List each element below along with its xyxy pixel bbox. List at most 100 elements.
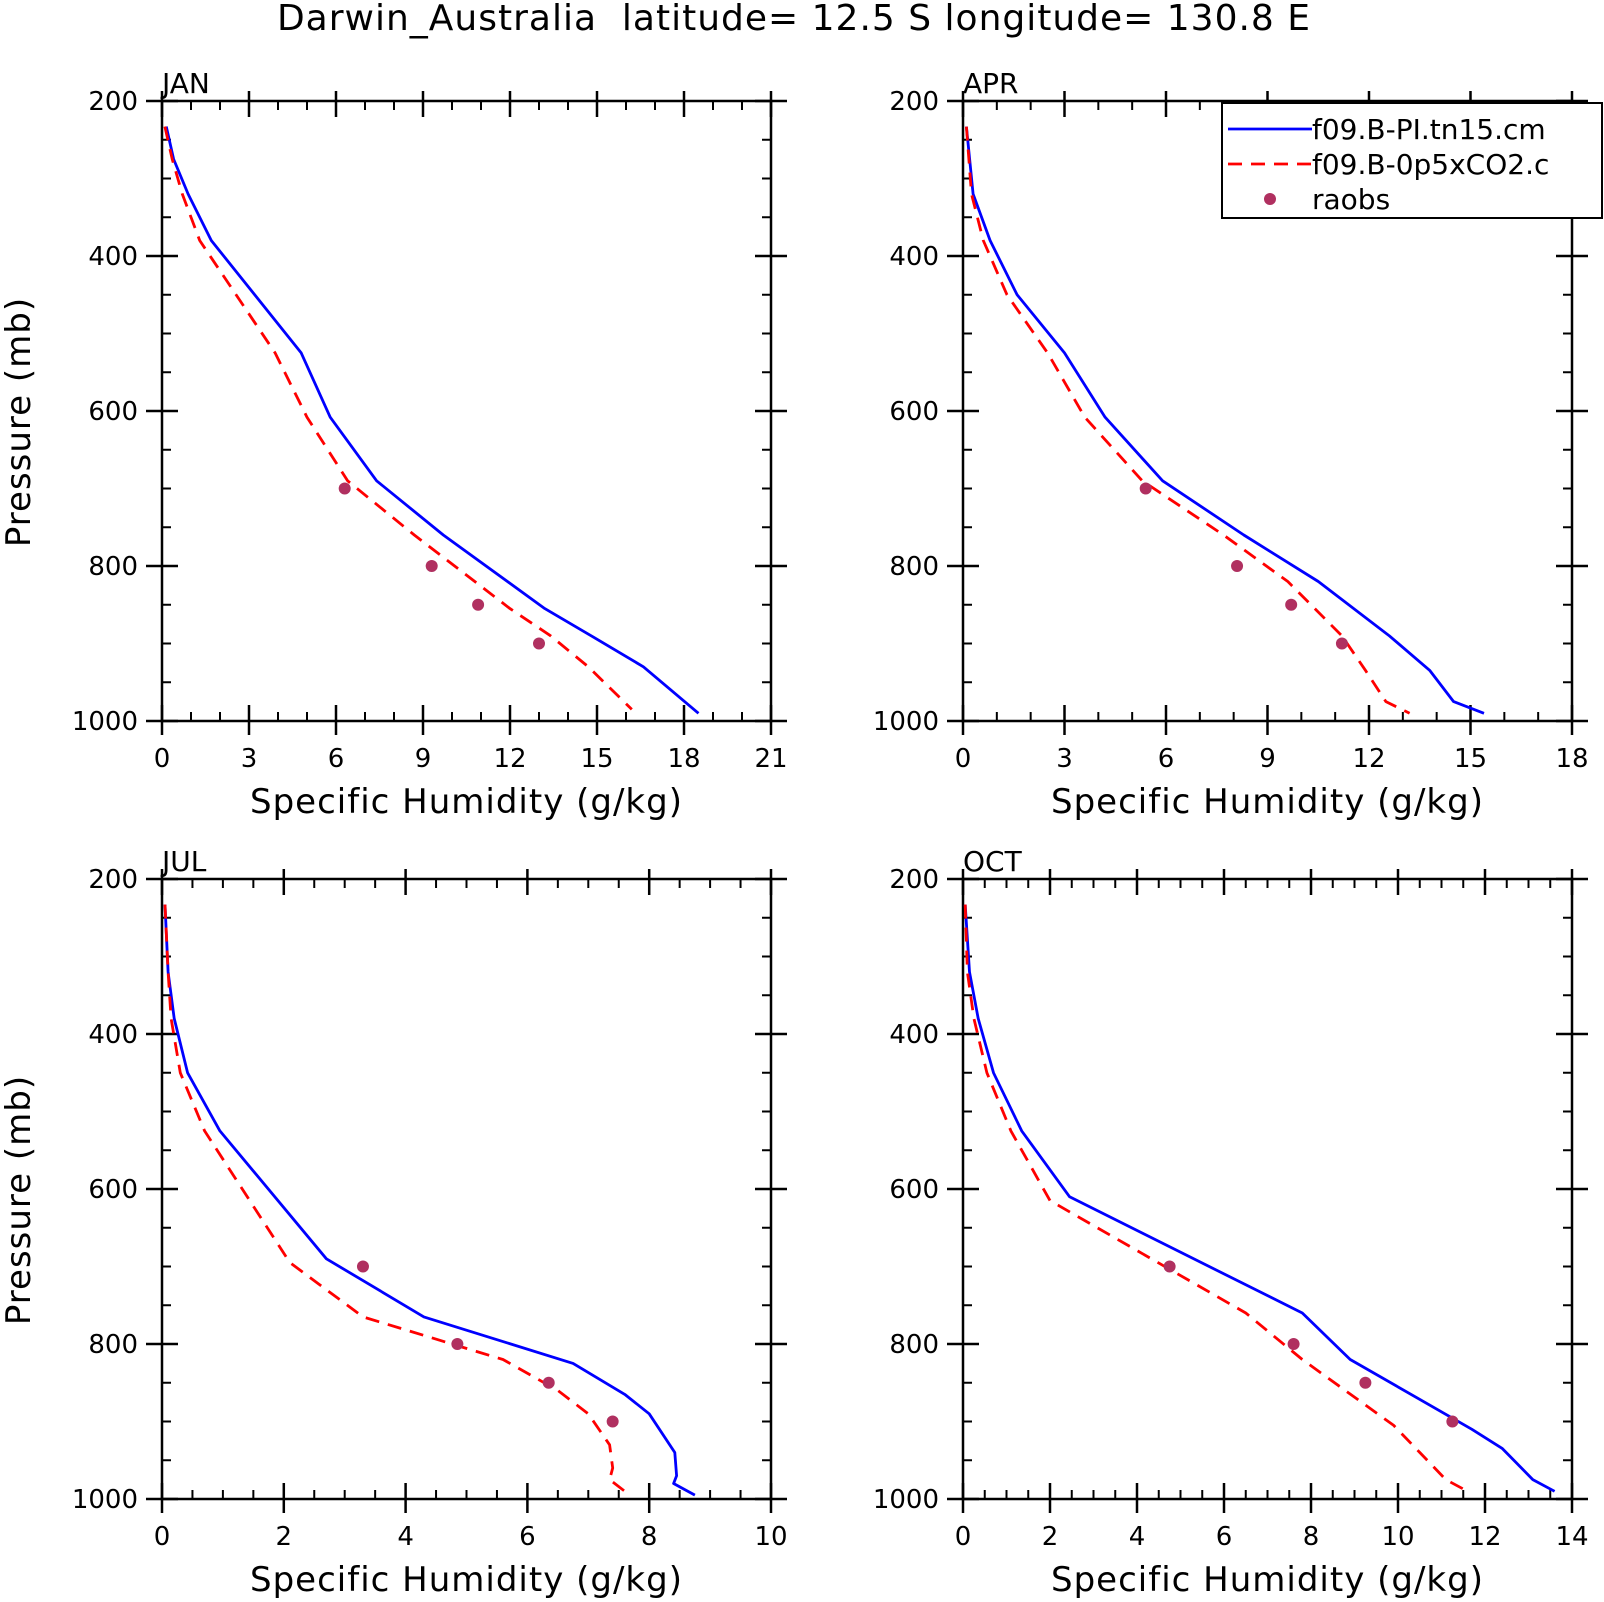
- series-line-0p5xco2: [163, 904, 626, 1493]
- plot-frame: [961, 877, 1574, 1501]
- series-line-pi: [163, 904, 696, 1497]
- series-line-0p5xco2: [963, 904, 1469, 1493]
- x-tick-label: 14: [1555, 1522, 1588, 1552]
- x-tick-label: 21: [754, 744, 787, 774]
- raobs-point: [606, 1415, 619, 1428]
- x-tick-label: 18: [1555, 744, 1588, 774]
- plot-frame: [160, 99, 773, 723]
- panel-apr: APR 200 400 600 800 1000 0 3 6 9 12 15 18 Specific Hu…: [873, 67, 1589, 822]
- x-tick-label: 0: [154, 744, 171, 774]
- x-tick-label: 2: [276, 1522, 293, 1552]
- y-tick-label: 1000: [72, 707, 138, 737]
- x-tick-label: 8: [641, 1522, 658, 1552]
- x-tick-label: 12: [1468, 1522, 1501, 1552]
- raobs-point: [533, 637, 545, 650]
- y-tick-label: 600: [889, 1175, 939, 1205]
- series-raobs: [1163, 1260, 1459, 1428]
- x-tick-label: 9: [415, 744, 432, 774]
- raobs-point: [1139, 482, 1152, 495]
- x-tick-label: 6: [1158, 744, 1175, 774]
- x-axis-label: Specific Humidity (g/kg): [250, 782, 683, 822]
- x-tick-label: 9: [1259, 744, 1276, 774]
- y-tick-label: 400: [88, 1020, 138, 1050]
- x-tick-label: 6: [519, 1522, 536, 1552]
- raobs-point: [356, 1260, 369, 1273]
- panel-title: JUL: [160, 845, 207, 878]
- panel-title: APR: [963, 67, 1019, 100]
- y-tick-label: 200: [889, 87, 939, 117]
- panel-title: JAN: [160, 67, 210, 100]
- raobs-point: [1359, 1376, 1372, 1389]
- series-line-pi: [965, 126, 1485, 715]
- y-tick-label: 600: [889, 397, 939, 427]
- x-tick-label: 2: [1042, 1522, 1059, 1552]
- x-tick-label: 6: [328, 744, 345, 774]
- x-tick-label: 0: [955, 1522, 972, 1552]
- panel-oct: OCT 200 400 600 800 1000 0 2 4 6 8 10 12 14 Specific H…: [873, 845, 1589, 1600]
- y-tick-label: 200: [889, 865, 939, 895]
- y-tick-label: 800: [889, 1330, 939, 1360]
- y-tick-label: 400: [88, 242, 138, 272]
- raobs-point: [338, 482, 351, 495]
- y-tick-label: 600: [88, 1175, 138, 1205]
- legend-label: f09.B-PI.tn15.cm: [1312, 113, 1546, 146]
- y-tick-label: 200: [88, 87, 138, 117]
- raobs-point: [1285, 598, 1298, 611]
- series-raobs: [356, 1260, 619, 1428]
- legend-swatch-raobs: [1264, 193, 1276, 205]
- y-tick-label: 800: [88, 1330, 138, 1360]
- panel-jan: JAN 200 400 600 800 1000 0 3 6 9 12 15 18 21 Specific …: [0, 67, 788, 822]
- raobs-point: [1446, 1415, 1459, 1428]
- y-axis-label: Pressure (mb): [0, 297, 39, 547]
- x-tick-label: 0: [154, 1522, 171, 1552]
- y-tick-label: 400: [889, 242, 939, 272]
- x-tick-label: 18: [667, 744, 700, 774]
- raobs-point: [472, 598, 485, 611]
- x-tick-label: 6: [1216, 1522, 1233, 1552]
- legend-box: [1221, 102, 1603, 219]
- figure-title: Darwin_Australia latitude= 12.5 S longit…: [277, 0, 1311, 39]
- raobs-point: [451, 1338, 464, 1350]
- x-tick-label: 3: [1056, 744, 1073, 774]
- y-tick-label: 800: [88, 552, 138, 582]
- x-tick-label: 0: [955, 744, 972, 774]
- series-raobs: [1139, 482, 1348, 650]
- x-tick-label: 10: [754, 1522, 787, 1552]
- x-axis-label: Specific Humidity (g/kg): [250, 1560, 683, 1600]
- series-line-0p5xco2: [965, 126, 1411, 715]
- panel-title: OCT: [963, 845, 1023, 878]
- x-tick-label: 15: [580, 744, 613, 774]
- y-tick-label: 1000: [873, 707, 939, 737]
- raobs-point: [1335, 637, 1348, 650]
- raobs-point: [1231, 560, 1244, 572]
- series-line-pi: [164, 126, 700, 715]
- raobs-point: [542, 1376, 555, 1389]
- x-axis-label: Specific Humidity (g/kg): [1051, 1560, 1484, 1600]
- series-line-pi: [963, 904, 1556, 1493]
- y-tick-label: 1000: [873, 1485, 939, 1515]
- x-tick-label: 8: [1303, 1522, 1320, 1552]
- x-tick-label: 15: [1454, 744, 1487, 774]
- raobs-point: [1287, 1338, 1300, 1350]
- raobs-point: [1163, 1260, 1176, 1273]
- series-line-0p5xco2: [163, 126, 633, 711]
- x-tick-label: 4: [1129, 1522, 1146, 1552]
- y-tick-label: 800: [889, 552, 939, 582]
- y-tick-label: 200: [88, 865, 138, 895]
- y-axis-label: Pressure (mb): [0, 1075, 39, 1325]
- x-tick-label: 12: [1352, 744, 1385, 774]
- y-tick-label: 600: [88, 397, 138, 427]
- x-tick-label: 4: [397, 1522, 414, 1552]
- x-tick-label: 10: [1381, 1522, 1414, 1552]
- legend-label: raobs: [1312, 183, 1390, 216]
- x-axis-label: Specific Humidity (g/kg): [1051, 782, 1484, 822]
- plot-frame: [160, 877, 773, 1501]
- series-raobs: [338, 482, 545, 650]
- legend-label: f09.B-0p5xCO2.c: [1312, 148, 1549, 181]
- x-tick-label: 12: [493, 744, 526, 774]
- panel-jul: JUL 200 400 600 800 1000 0 2 4 6 8 10 Specific Humid…: [0, 845, 788, 1600]
- y-tick-label: 400: [889, 1020, 939, 1050]
